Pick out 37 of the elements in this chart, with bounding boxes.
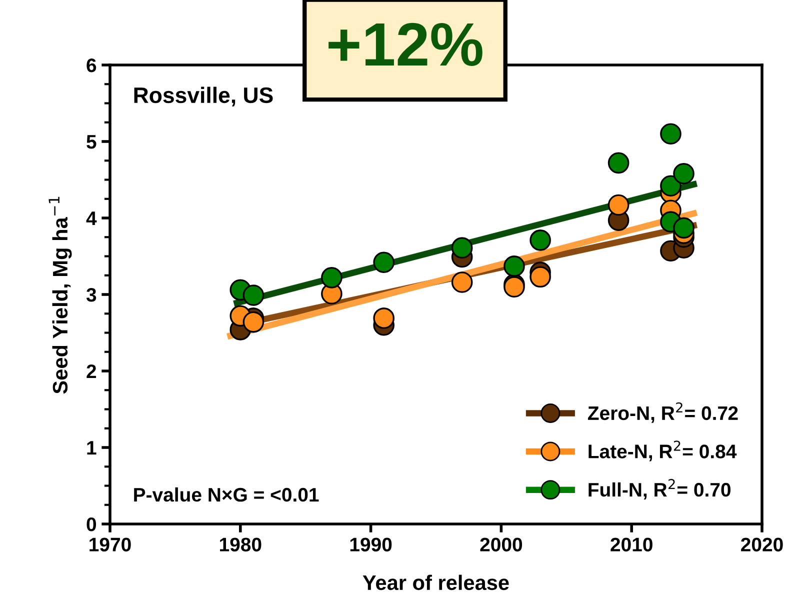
- y-tick-label: 0: [86, 517, 96, 532]
- legend-label: Full-N, R$^{2}$= 0.70: [588, 478, 730, 500]
- point: [373, 308, 394, 329]
- point: [660, 123, 682, 145]
- point: [673, 217, 694, 239]
- annotation: +12%: [328, 22, 482, 66]
- x-tick-label: 1990: [350, 538, 392, 552]
- x-tick-label: 2020: [741, 538, 783, 552]
- legend-label: Zero-N, R$^{2}$= 0.72: [588, 402, 738, 423]
- point: [530, 230, 551, 251]
- y-tick-label: 1: [87, 441, 96, 455]
- x-axis-title: Year of release: [362, 574, 509, 590]
- annotation: Rossville, US: [134, 86, 273, 106]
- point: [530, 266, 551, 288]
- y-tick-label: 5: [86, 135, 96, 149]
- y-tick-label: 4: [86, 212, 97, 226]
- point: [451, 237, 473, 258]
- point: [373, 252, 394, 274]
- point: [673, 162, 694, 184]
- y-tick-label: 3: [86, 288, 96, 302]
- y-tick-label: 2: [86, 364, 96, 378]
- point: [608, 152, 630, 174]
- y-tick-label: 6: [86, 58, 96, 72]
- x-tick-label: 1970: [90, 538, 131, 552]
- point: [504, 256, 525, 277]
- point: [608, 194, 630, 216]
- legend-label: Late-N, R$^{2}$= 0.84: [588, 440, 737, 462]
- x-tick-label: 2000: [480, 538, 522, 552]
- annotation: P-value N×G = <0.01: [134, 487, 319, 502]
- y-axis-title: Seed Yield, Mg ha$^{−1}$: [48, 196, 72, 394]
- x-tick-label: 2010: [610, 538, 652, 552]
- point: [321, 267, 342, 288]
- point: [451, 272, 473, 293]
- x-tick-label: 1980: [220, 538, 262, 552]
- point: [660, 175, 682, 197]
- point: [242, 311, 264, 333]
- point: [242, 284, 264, 306]
